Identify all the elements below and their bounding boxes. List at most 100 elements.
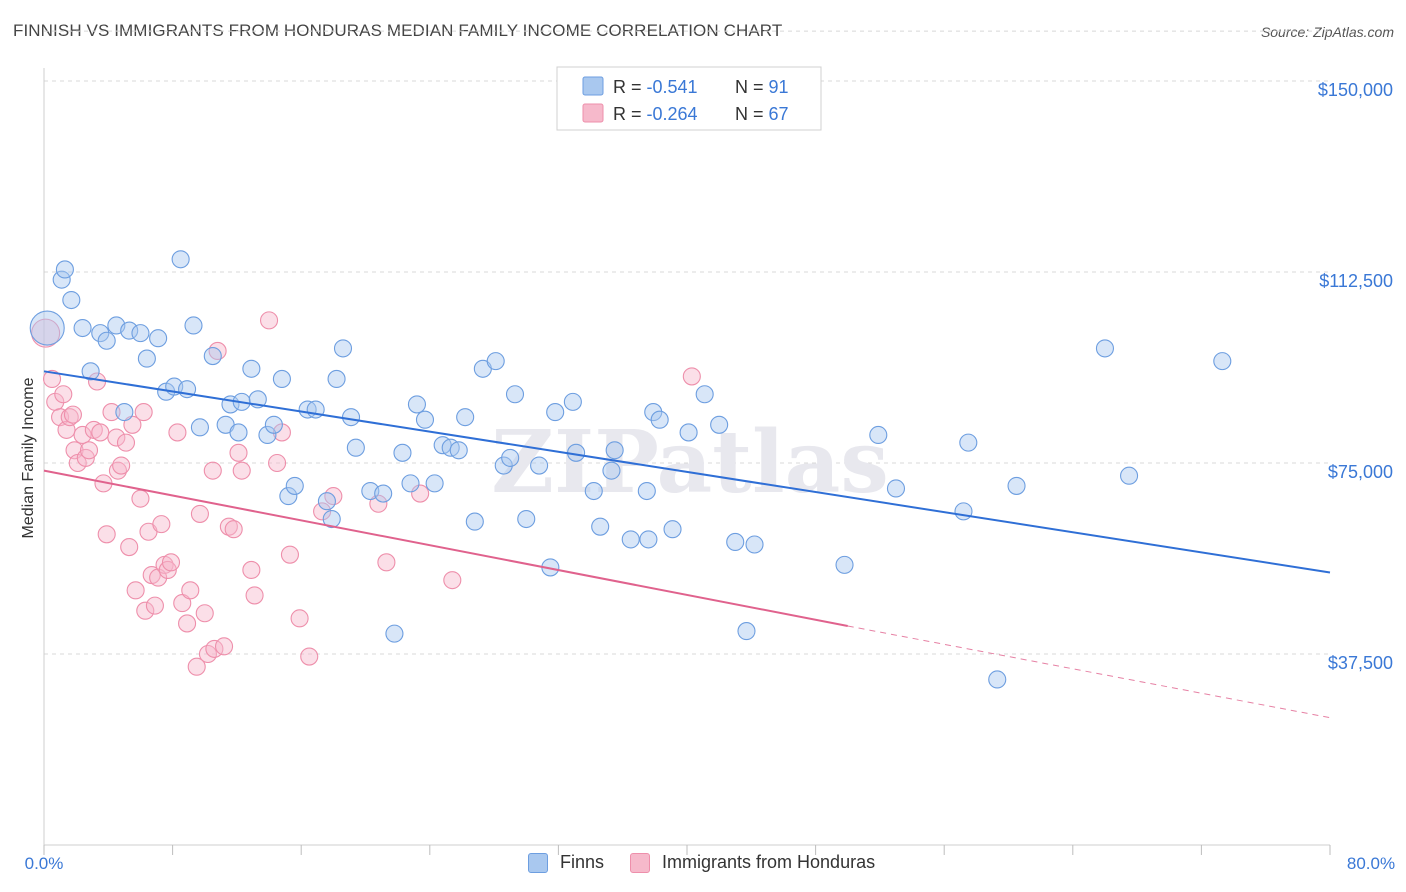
data-point-finns [1213,352,1232,371]
data-point-finns [1007,476,1026,495]
data-point-honduras [181,581,200,600]
data-point-finns [602,461,621,480]
y-tick-label: $37,500 [1328,653,1393,673]
data-point-honduras [300,647,319,666]
x-tick-label-max: 80.0% [1347,854,1395,873]
data-point-honduras [280,545,299,564]
data-point-finns [333,339,353,358]
data-point-finns [393,443,412,462]
data-point-honduras [126,581,145,600]
y-tick-labels: $37,500 $75,000 $112,500 $150,000 [1318,80,1393,673]
data-point-finns [737,622,756,641]
data-point-finns [97,331,116,350]
data-point-finns [745,535,764,554]
data-point-finns [710,415,729,434]
data-point-finns [81,362,100,381]
data-point-honduras [63,405,82,424]
data-point-honduras [116,433,136,452]
data-point-honduras [102,403,121,422]
data-point-finns [184,316,203,335]
data-point-honduras [178,614,197,633]
data-point-honduras [190,504,209,523]
data-point-finns [954,502,973,521]
data-point-finns [663,520,682,539]
data-point-finns [869,425,888,445]
data-point-finns [285,476,304,495]
legend-row-honduras: R = -0.264 N = 67 [613,104,789,124]
data-point-finns [190,418,209,437]
data-point-finns [115,403,134,422]
data-point-finns [73,318,92,338]
y-tick-label: $75,000 [1328,462,1393,482]
data-point-finns [242,359,261,378]
data-point-honduras [219,517,238,536]
data-point-finns [546,403,565,422]
series-honduras-points [31,311,701,676]
bottom-legend-swatch-finns [528,852,548,873]
bottom-legend-label-finns: Finns [560,852,605,872]
watermark: ZIPatlas [491,412,889,513]
data-point-finns [137,349,156,368]
data-point-finns [959,433,978,452]
data-point-honduras [242,560,261,580]
data-point-finns [415,410,435,429]
legend-box: R = -0.541 N = 91 R = -0.264 N = 67 [556,66,822,131]
trend-lines [43,370,1331,719]
trend-line-honduras-extension [847,625,1331,719]
x-ticks [43,845,1331,855]
data-point-finns [322,509,341,529]
data-point-finns [591,517,610,536]
data-point-finns [486,352,505,371]
data-point-honduras [161,553,181,572]
data-point-honduras [224,520,243,539]
data-point-finns [341,408,361,427]
data-point-finns [726,532,745,551]
data-point-finns [650,410,669,429]
bottom-legend-swatch-honduras [630,852,651,873]
trend-line-honduras [43,469,848,627]
y-tick-label: $112,500 [1319,271,1393,291]
data-point-honduras [369,494,388,513]
data-point-finns [505,385,525,404]
data-point-finns [605,441,624,460]
data-point-honduras [131,489,150,508]
data-point-honduras [232,461,251,480]
data-point-honduras [229,443,248,462]
data-point-finns [120,321,139,340]
data-point-finns [835,555,854,574]
x-tick-label-min: 0.0% [25,854,64,873]
bottom-legend-honduras: Immigrants from Honduras [630,852,875,873]
data-point-finns [258,425,277,445]
data-point-finns [637,481,656,501]
data-point-finns [886,479,906,498]
data-point-finns [385,624,404,643]
data-point-honduras [54,385,73,404]
data-point-finns [91,324,110,343]
data-point-finns [374,484,393,503]
data-point-finns [401,474,420,493]
data-point-finns [1095,339,1114,358]
data-point-finns [55,260,74,279]
data-point-honduras [60,408,79,427]
data-point-finns [988,670,1007,689]
data-point-finns [52,270,71,289]
data-point-finns [1120,466,1139,485]
data-point-honduras [208,341,227,360]
data-point-finns [456,408,475,427]
data-point-honduras [268,453,287,473]
data-point-honduras [203,461,222,480]
data-point-finns [171,250,190,269]
data-point-honduras [108,461,127,480]
data-point-finns [317,492,336,511]
legend-swatch-finns [582,76,604,96]
data-point-finns [644,403,663,422]
data-point-finns [407,395,426,414]
data-point-honduras [443,571,462,590]
data-point-finns [679,423,698,442]
series-finns-points [29,250,1232,689]
data-point-honduras [136,601,155,620]
data-point-finns [279,487,298,506]
data-point-finns [563,392,582,411]
legend-row-finns: R = -0.541 N = 91 [613,77,789,97]
data-point-finns [29,310,65,346]
